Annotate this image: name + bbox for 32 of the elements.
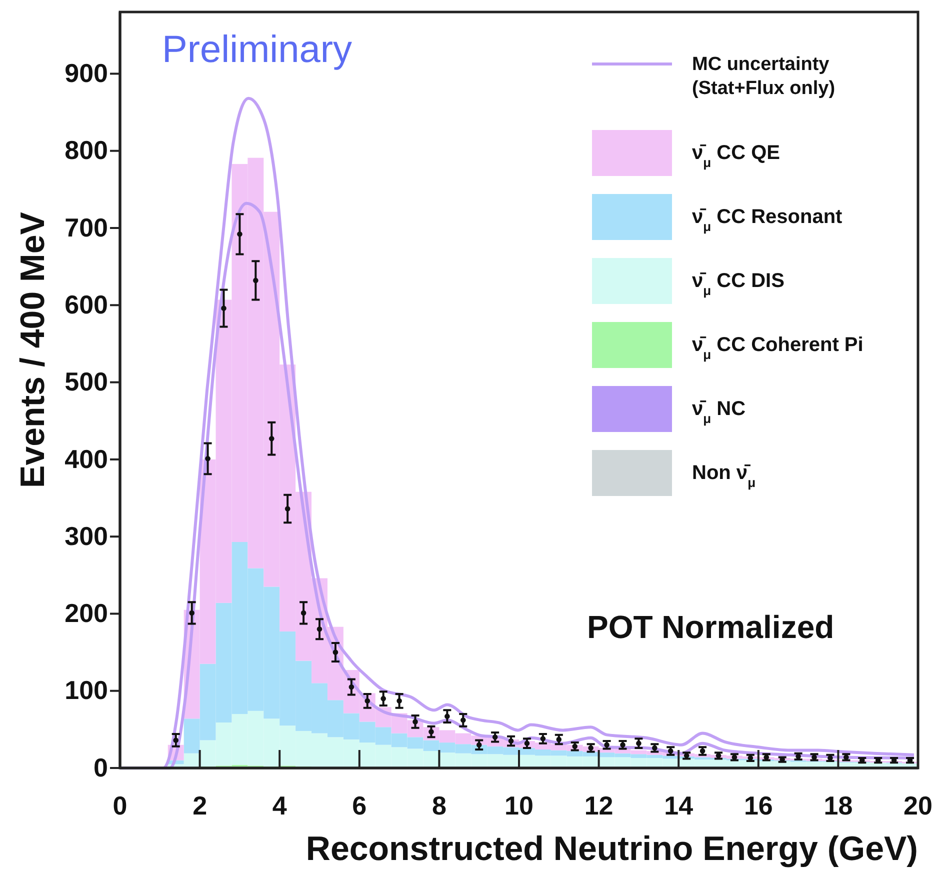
x-tick-label: 14 <box>664 790 694 820</box>
x-tick-label: 2 <box>192 790 208 820</box>
x-tick-label: 0 <box>112 790 128 820</box>
y-tick-label: 500 <box>64 366 108 397</box>
x-tick-label: 8 <box>432 790 446 820</box>
x-tick-label: 6 <box>352 790 367 820</box>
legend-label: ν̄$_{μ}$ CC Resonant <box>692 206 843 234</box>
legend-label: ν̄$_{μ}$ CC DIS <box>692 270 784 298</box>
y-tick-label: 300 <box>64 520 108 551</box>
y-tick-label: 200 <box>64 598 108 628</box>
x-tick-label: 20 <box>904 790 932 820</box>
x-tick-label: 18 <box>824 790 853 820</box>
y-tick-label: 900 <box>64 58 108 88</box>
legend-label: ν̄$_{μ}$ CC QE <box>692 142 780 170</box>
y-tick-label: 600 <box>64 289 108 320</box>
x-tick-label: 12 <box>584 790 614 820</box>
x-tick-label: 16 <box>744 790 773 820</box>
x-axis-title: Reconstructed Neutrino Energy (GeV) <box>306 830 918 868</box>
y-tick-label: 400 <box>64 444 108 474</box>
annotation: POT Normalized <box>587 609 834 645</box>
legend-label: Non ν̄$_{μ}$ <box>692 462 756 490</box>
y-tick-label: 0 <box>94 752 108 782</box>
x-tick-label: 10 <box>504 790 534 820</box>
y-tick-label: 700 <box>64 212 108 242</box>
legend-label: ν̄$_{μ}$ NC <box>692 398 746 426</box>
legend-label: MC uncertainty (Stat+Flux only) <box>692 54 836 99</box>
x-tick-label: 4 <box>272 790 288 820</box>
legend-label: ν̄$_{μ}$ CC Coherent Pi <box>692 334 864 362</box>
y-tick-label: 800 <box>64 135 108 166</box>
y-tick-label: 100 <box>64 675 108 706</box>
annotation: Preliminary <box>162 29 352 71</box>
y-axis-title: Events / 400 MeV <box>14 212 52 488</box>
